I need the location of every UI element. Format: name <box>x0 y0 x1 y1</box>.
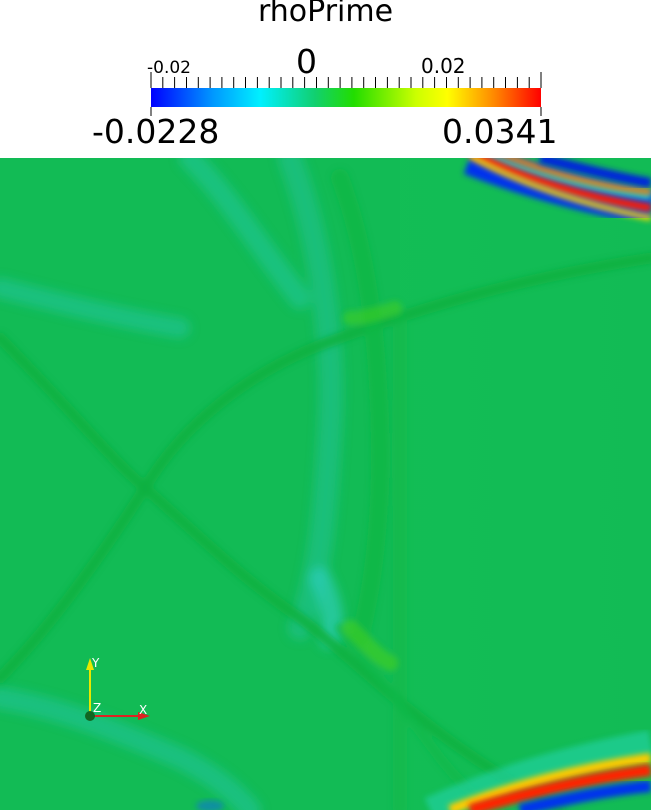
density-field-render <box>0 158 651 810</box>
colorbar-gradient <box>151 88 541 107</box>
color-legend: rhoPrime -0.02 0 0.02 -0.02 <box>0 0 651 158</box>
colorbar-ticks <box>150 72 542 116</box>
range-min-label: -0.0228 <box>92 112 220 151</box>
tick-label-negative: -0.02 <box>147 58 191 78</box>
range-max-label: 0.0341 <box>442 112 558 151</box>
tick-label-zero: 0 <box>296 42 317 81</box>
colorbar <box>150 72 542 116</box>
y-axis-label: Y <box>92 656 100 670</box>
x-axis-label: X <box>139 703 148 717</box>
legend-title: rhoPrime <box>257 0 394 29</box>
tick-label-positive: 0.02 <box>421 54 466 78</box>
z-axis-label: Z <box>93 701 102 715</box>
